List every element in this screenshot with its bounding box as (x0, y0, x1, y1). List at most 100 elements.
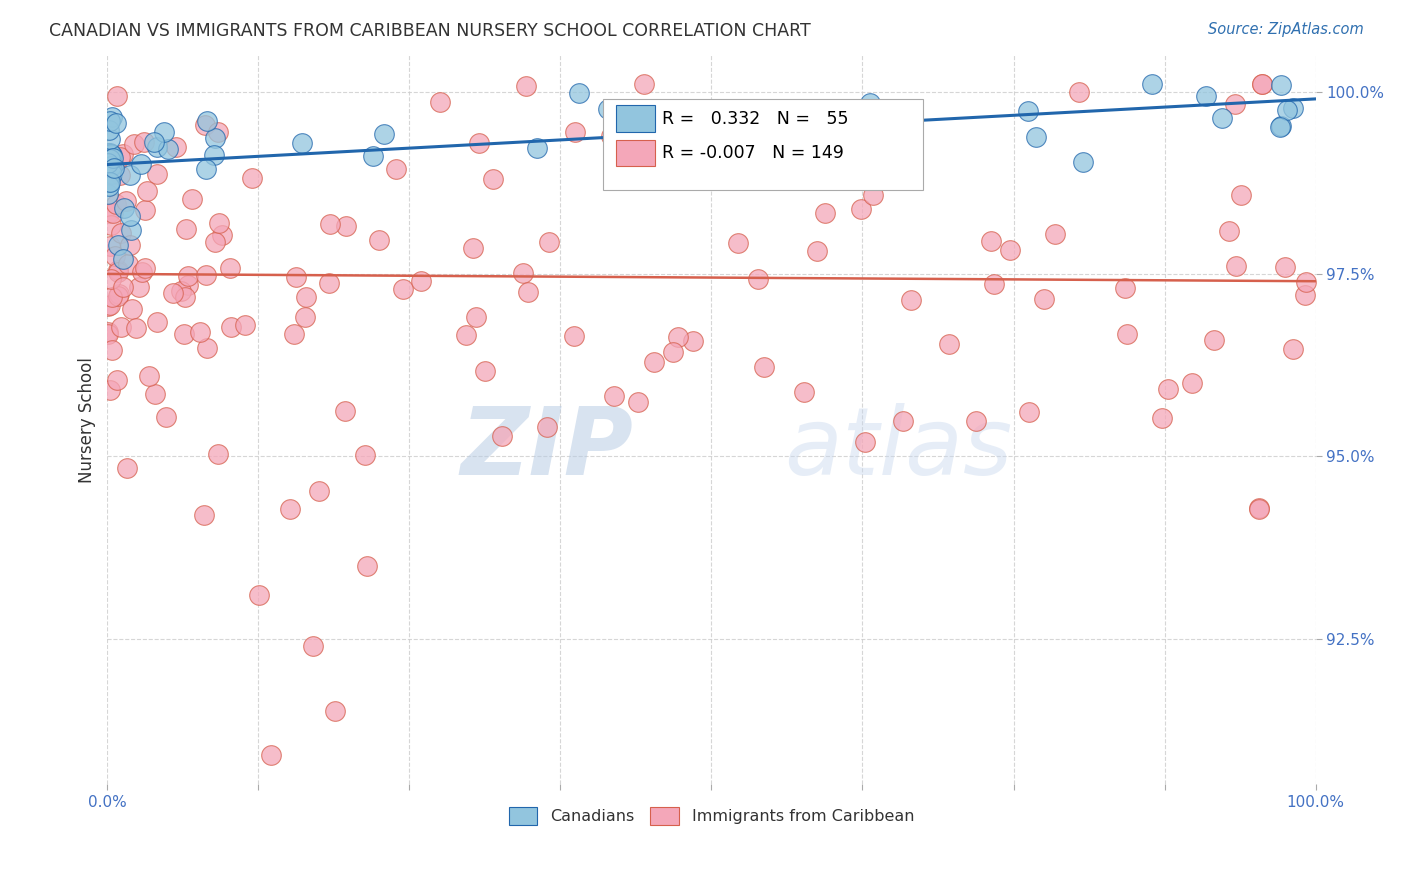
Point (335, 404, 357, 418)
Point (474, 364, 496, 378)
Point (814, 206, 837, 220)
Point (291, 136, 314, 151)
Point (1069, 85, 1091, 99)
Point (155, 409, 177, 424)
Point (108, 168, 131, 182)
Point (599, 129, 621, 144)
Point (195, 341, 218, 355)
Point (247, 588, 270, 602)
Point (170, 284, 193, 298)
Point (211, 228, 233, 243)
Point (173, 326, 195, 341)
Point (938, 337, 960, 351)
Point (790, 104, 813, 119)
Point (111, 280, 134, 294)
Point (105, 373, 128, 387)
Point (103, 157, 125, 171)
Point (260, 748, 283, 763)
Point (195, 114, 218, 128)
Point (859, 95, 882, 110)
Point (128, 280, 150, 294)
Point (194, 118, 217, 132)
Point (1282, 101, 1305, 115)
Point (666, 329, 689, 343)
Point (100, 132, 122, 146)
Point (131, 157, 153, 171)
Point (481, 171, 503, 186)
Point (98, 113, 121, 128)
Text: CANADIAN VS IMMIGRANTS FROM CARIBBEAN NURSERY SCHOOL CORRELATION CHART: CANADIAN VS IMMIGRANTS FROM CARIBBEAN NU… (49, 22, 811, 40)
Point (122, 136, 145, 151)
Point (318, 276, 340, 290)
Point (204, 147, 226, 161)
Point (1017, 104, 1039, 119)
Point (568, 86, 591, 100)
Point (851, 202, 873, 216)
Point (235, 318, 257, 333)
Point (104, 197, 127, 211)
Point (1211, 111, 1233, 125)
Point (97, 145, 120, 160)
Point (752, 359, 775, 374)
Point (335, 219, 357, 233)
Point (125, 320, 148, 334)
Point (110, 320, 132, 334)
Point (98, 206, 121, 220)
Point (284, 270, 307, 285)
Point (1195, 89, 1218, 103)
Point (105, 89, 128, 103)
Point (562, 329, 585, 343)
Point (491, 429, 513, 443)
Point (1225, 97, 1247, 112)
Point (204, 131, 226, 145)
Point (100, 148, 122, 162)
Point (900, 293, 922, 308)
Point (1247, 501, 1270, 516)
Point (240, 171, 263, 186)
Text: R = -0.007   N = 149: R = -0.007 N = 149 (662, 144, 844, 161)
Point (564, 125, 586, 139)
Point (853, 434, 876, 449)
Point (100, 159, 122, 173)
Point (112, 202, 135, 216)
Point (295, 290, 318, 304)
Point (98, 239, 121, 253)
Point (727, 235, 749, 250)
Point (411, 274, 433, 288)
Point (207, 447, 229, 461)
Point (294, 310, 316, 325)
Point (97, 326, 120, 340)
Point (598, 102, 620, 116)
Point (207, 125, 229, 139)
Point (143, 386, 166, 401)
Point (373, 127, 395, 141)
Point (165, 140, 187, 154)
Point (1229, 188, 1251, 202)
Point (1295, 276, 1317, 290)
Point (120, 168, 142, 182)
Point (110, 227, 132, 241)
Point (100, 219, 122, 233)
Point (965, 414, 987, 428)
Point (526, 141, 548, 155)
Point (219, 319, 242, 334)
Point (97, 156, 120, 170)
Point (1282, 342, 1305, 356)
Point (391, 282, 413, 296)
Text: atlas: atlas (785, 403, 1012, 494)
Point (143, 135, 166, 149)
Point (97, 186, 120, 201)
Point (107, 237, 129, 252)
Point (162, 285, 184, 300)
Point (456, 328, 478, 343)
Point (463, 241, 485, 255)
Point (603, 389, 626, 403)
Point (786, 147, 808, 161)
Point (100, 153, 122, 167)
Point (1152, 411, 1174, 425)
Point (661, 344, 683, 359)
Point (145, 167, 167, 181)
Point (146, 140, 169, 154)
Point (465, 310, 488, 324)
Point (146, 315, 169, 329)
